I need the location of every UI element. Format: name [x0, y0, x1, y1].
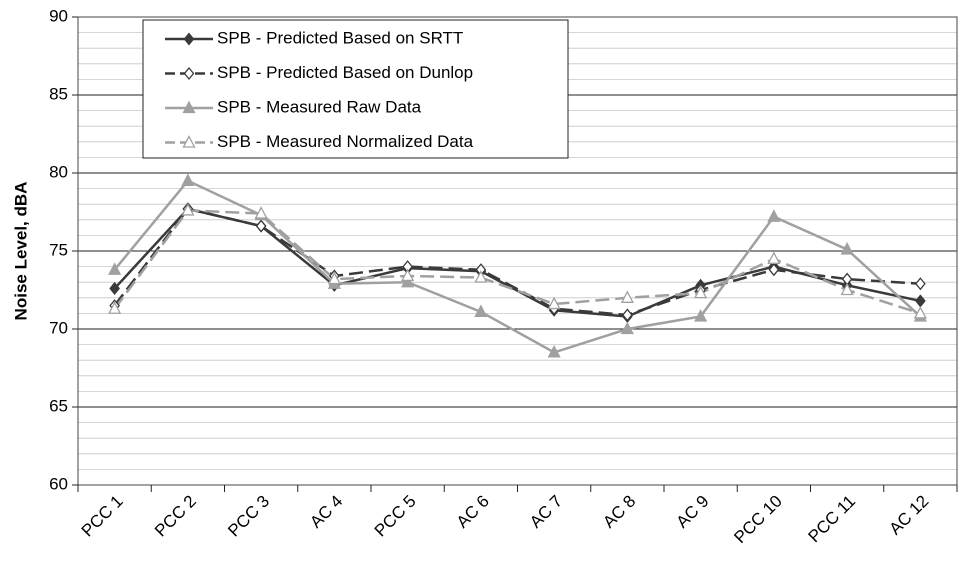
series-line [113, 207, 921, 318]
marker [915, 277, 926, 291]
y-tick-label: 60 [49, 474, 68, 493]
y-tick-label: 90 [49, 6, 68, 25]
marker [474, 270, 488, 283]
legend-marker [182, 100, 196, 114]
marker [255, 219, 267, 233]
marker [108, 301, 122, 314]
marker [547, 344, 561, 358]
x-tick-label: AC 7 [526, 492, 566, 532]
series-line [113, 179, 922, 354]
x-tick-label: PCC 1 [78, 492, 127, 541]
y-tick-label: 85 [49, 84, 68, 103]
legend-box [142, 19, 569, 159]
marker [694, 309, 708, 322]
y-tick-label: 75 [49, 240, 68, 259]
x-tick-label: AC 9 [672, 492, 712, 532]
x-tick-label: PCC 11 [804, 492, 859, 547]
marker [840, 282, 854, 296]
legend-marker [182, 135, 196, 148]
legend-marker [183, 32, 195, 46]
marker [181, 203, 195, 216]
x-tick-label: PCC 2 [151, 492, 200, 541]
marker [620, 321, 634, 335]
legend-marker [183, 66, 195, 81]
x-tick-label: PCC 5 [371, 492, 420, 541]
marker [547, 296, 561, 310]
y-tick-label: 70 [49, 318, 68, 337]
marker [401, 274, 415, 288]
marker [915, 294, 926, 308]
marker [767, 209, 781, 222]
marker [913, 305, 927, 319]
marker [694, 285, 708, 299]
marker [109, 281, 120, 295]
series-line [113, 207, 921, 317]
x-tick-label: AC 4 [306, 492, 346, 532]
legend-label: SPB - Measured Normalized Data [217, 132, 474, 151]
x-tick-label: PCC 3 [224, 492, 273, 541]
marker [840, 242, 854, 255]
legend-label: SPB - Predicted Based on Dunlop [217, 63, 473, 82]
x-tick-label: PCC 10 [730, 492, 786, 548]
marker [474, 304, 488, 317]
y-axis-label: Noise Level, dBA [11, 182, 30, 321]
marker [620, 290, 634, 303]
marker [254, 206, 268, 219]
marker [181, 173, 195, 186]
y-tick-label: 65 [49, 396, 68, 415]
legend: SPB - Predicted Based on SRTT SPB - Predi… [142, 19, 569, 159]
legend-label: SPB - Measured Raw Data [217, 97, 422, 116]
marker [622, 308, 633, 322]
x-tick-label: AC 6 [453, 492, 493, 532]
x-tick-label: AC 8 [599, 492, 639, 532]
y-tick-label: 80 [49, 162, 68, 181]
marker [327, 271, 341, 285]
x-tick-label: AC 12 [886, 492, 933, 539]
legend-label: SPB - Predicted Based on SRTT [217, 28, 463, 47]
marker [401, 268, 415, 282]
marker [768, 263, 780, 277]
marker [108, 262, 122, 275]
marker [767, 251, 781, 264]
series-line [113, 209, 921, 315]
